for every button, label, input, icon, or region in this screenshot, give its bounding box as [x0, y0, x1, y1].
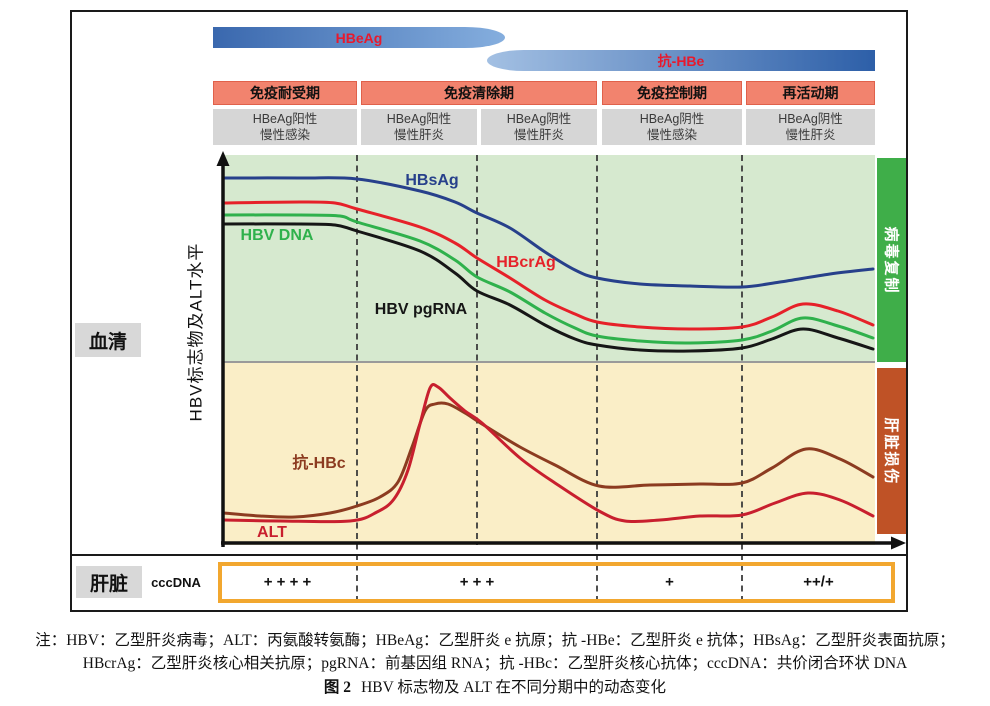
phase-label: 免疫耐受期 — [250, 85, 320, 101]
liver-tag: 肝脏 — [76, 566, 142, 598]
subphase-5: HBeAg阴性 慢性肝炎 — [746, 109, 875, 145]
subphase-4: HBeAg阴性 慢性感染 — [602, 109, 742, 145]
subphase-1: HBeAg阳性 慢性感染 — [213, 109, 357, 145]
cccdna-value-4: ++/+ — [803, 573, 834, 591]
viral-replication-bar: 病毒复制 — [877, 158, 906, 362]
panel-divider — [70, 554, 908, 556]
phase-label: 免疫清除期 — [444, 85, 514, 101]
cccdna-value-2: + + + — [459, 573, 495, 591]
hbeag-era-bar: HBeAg — [213, 27, 505, 48]
anti-hbe-era-bar: 抗-HBe — [487, 50, 875, 71]
curve-label-HBsAg: HBsAg — [405, 172, 459, 189]
subphase-line1: HBeAg阴性 — [778, 111, 843, 126]
cccdna-value-3: + — [665, 573, 674, 591]
subphase-2: HBeAg阳性 慢性肝炎 — [361, 109, 477, 145]
hbeag-era-label: HBeAg — [335, 29, 383, 46]
figure-caption: 图 2 HBV 标志物及 ALT 在不同分期中的动态变化 — [0, 675, 990, 697]
phase-reactivation: 再活动期 — [746, 81, 875, 105]
curve-label-HBcrAg: HBcrAg — [496, 254, 556, 271]
subphase-line2: 慢性肝炎 — [513, 128, 564, 142]
subphase-3: HBeAg阴性 慢性肝炎 — [481, 109, 597, 145]
curve-label-anti-HBc: 抗-HBc — [292, 455, 346, 472]
liver-damage-label: 肝脏损伤 — [882, 416, 900, 486]
subphase-line2: 慢性肝炎 — [785, 128, 836, 142]
cccdna-label: cccDNA — [151, 574, 201, 590]
caption-note-line1: 注：HBV：乙型肝炎病毒；ALT：丙氨酸转氨酶；HBeAg：乙型肝炎 e 抗原；… — [35, 632, 955, 649]
cccdna-value-1: + + + + — [263, 573, 312, 591]
serum-tag-label: 血清 — [88, 331, 127, 353]
anti-hbe-era-label: 抗-HBe — [657, 52, 705, 69]
subphase-line1: HBeAg阴性 — [639, 111, 705, 126]
curve-label-HBV-DNA: HBV DNA — [240, 227, 314, 244]
curve-label-ALT: ALT — [257, 524, 287, 541]
viral-replication-label: 病毒复制 — [882, 225, 900, 295]
phase-label: 免疫控制期 — [637, 85, 707, 101]
serum-tag: 血清 — [75, 323, 141, 357]
curve-label-HBV-pgRNA: HBV pgRNA — [374, 301, 468, 318]
y-axis-label: HBV标志物及ALT水平 — [186, 242, 206, 422]
subphase-line1: HBeAg阳性 — [386, 111, 452, 126]
subphase-line2: 慢性肝炎 — [393, 128, 444, 142]
phase-label: 再活动期 — [782, 85, 839, 101]
subphase-line2: 慢性感染 — [259, 128, 310, 142]
subphase-line1: HBeAg阴性 — [506, 111, 572, 126]
phase-immune-tolerant: 免疫耐受期 — [213, 81, 357, 105]
figure-number: 图 2 — [323, 679, 352, 696]
cccdna-score-box — [218, 562, 895, 603]
phase-immune-control: 免疫控制期 — [602, 81, 742, 105]
figure-title: HBV 标志物及 ALT 在不同分期中的动态变化 — [361, 679, 667, 696]
subphase-line1: HBeAg阳性 — [252, 111, 318, 126]
subphase-line2: 慢性感染 — [646, 128, 697, 142]
liver-damage-bar: 肝脏损伤 — [877, 368, 906, 534]
liver-tag-label: 肝脏 — [89, 573, 128, 595]
caption-note-line2: HBcrAg：乙型肝炎核心相关抗原；pgRNA：前基因组 RNA；抗 -HBc：… — [82, 655, 908, 672]
phase-immune-clearance: 免疫清除期 — [361, 81, 597, 105]
